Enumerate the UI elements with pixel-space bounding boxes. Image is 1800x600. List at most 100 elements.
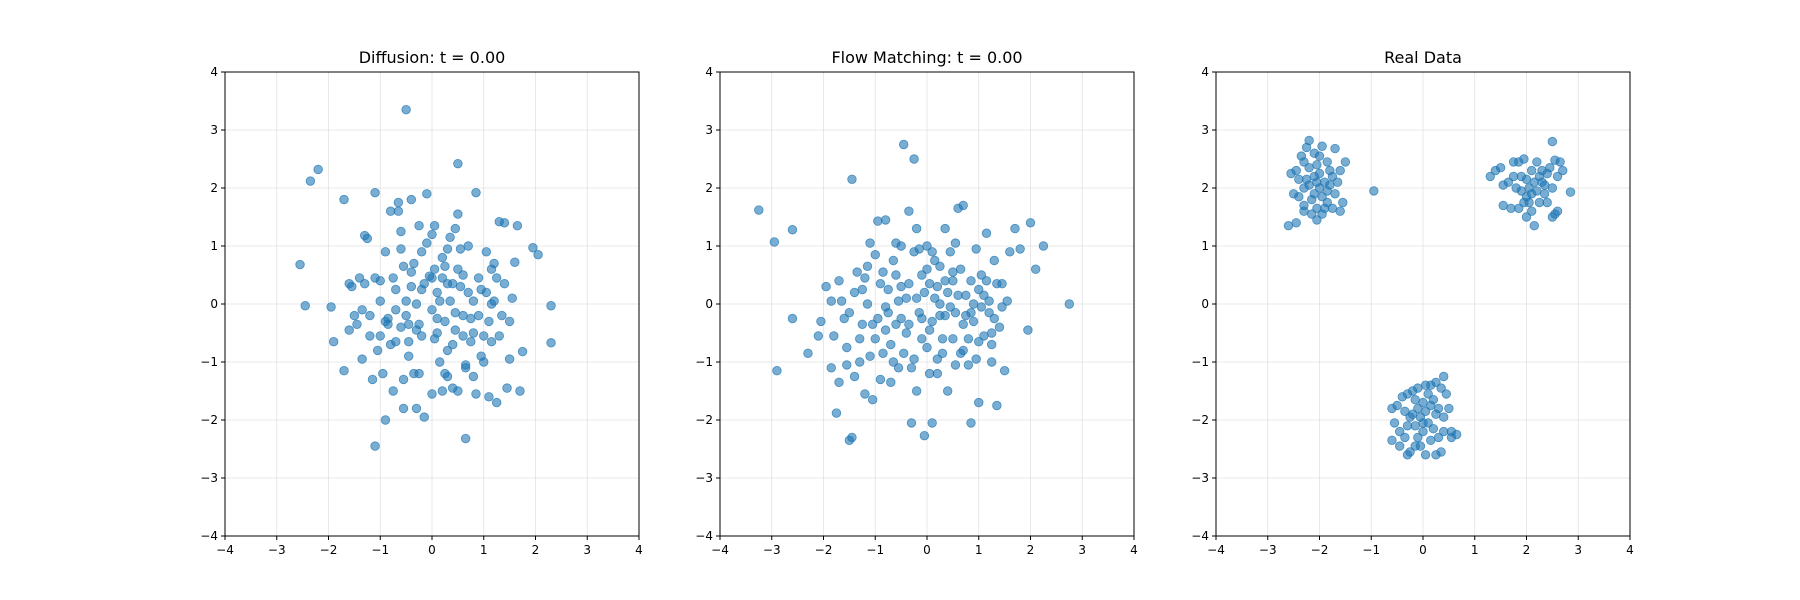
scatter-point (398, 374, 409, 385)
scatter-point (940, 223, 950, 234)
scatter-point (437, 273, 448, 283)
scatter-point (427, 273, 437, 283)
scatter-point (855, 357, 865, 367)
scatter-point (1296, 151, 1307, 161)
y-tick-label: 4 (705, 65, 713, 79)
scatter-point (813, 331, 824, 341)
scatter-point (352, 319, 362, 330)
scatter-point (1516, 171, 1527, 182)
scatter-point (831, 408, 842, 418)
scatter-point (354, 273, 365, 283)
scatter-point (416, 247, 427, 257)
scatter-point (1395, 426, 1405, 437)
scatter-point (546, 338, 556, 348)
scatter-point (510, 257, 520, 267)
scatter-point (888, 255, 899, 266)
scatter-point (976, 270, 987, 280)
panel-flow-matching: −4 −3 −2 −1 0 1 2 3 4 −4 −3 −2 −1 0 1 2 3 4 Flow Matchin… (695, 48, 1138, 557)
scatter-point (1490, 165, 1501, 176)
scatter-point (873, 313, 883, 324)
scatter-point (909, 154, 919, 164)
scatter-point (948, 276, 958, 286)
scatter-point (406, 281, 417, 292)
scatter-point (1410, 395, 1420, 405)
scatter-point (862, 261, 873, 272)
scatter-point (414, 368, 424, 379)
scatter-point (1387, 403, 1397, 414)
y-tick-label: 0 (1201, 297, 1209, 311)
scatter-point (847, 174, 857, 185)
scatter-point (880, 302, 891, 312)
panel-real-data: −4 −3 −2 −1 0 1 2 3 4 −4 −3 −2 −1 0 1 2 3 4 Real Data (1191, 48, 1634, 557)
scatter-point (1426, 435, 1436, 446)
scatter-point (1410, 421, 1420, 431)
scatter-point (1438, 371, 1449, 382)
scatter-point (1526, 189, 1537, 199)
y-tick-label: −2 (695, 413, 713, 427)
scatter-point (385, 339, 396, 350)
scatter-point (1317, 191, 1327, 202)
scatter-point (494, 331, 504, 341)
scatter-point (429, 220, 440, 231)
scatter-point (1369, 186, 1379, 196)
scatter-point (414, 220, 424, 231)
scatter-point (360, 278, 370, 289)
scatter-point (937, 348, 948, 359)
x-tick-label: −4 (216, 543, 234, 557)
y-tick-label: 4 (1201, 65, 1209, 79)
scatter-point (1325, 180, 1335, 190)
scatter-points (295, 105, 556, 451)
scatter-point (504, 316, 515, 327)
scatter-point (878, 267, 888, 277)
scatter-point (440, 261, 450, 272)
scatter-point (370, 187, 380, 198)
scatter-point (984, 296, 994, 306)
scatter-point (447, 383, 458, 393)
scatter-point (491, 273, 502, 283)
scatter-point (1301, 142, 1312, 153)
scatter-point (365, 331, 375, 341)
scatter-point (479, 357, 489, 367)
scatter-point (816, 316, 826, 327)
scatter-point (458, 331, 468, 341)
scatter-points (754, 139, 1075, 446)
scatter-point (391, 284, 401, 295)
scatter-point (826, 296, 836, 306)
scatter-point (1288, 189, 1299, 199)
scatter-point (992, 400, 1002, 411)
scatter-point (945, 302, 955, 312)
grid (1215, 71, 1631, 537)
scatter-point (401, 296, 411, 306)
scatter-point (427, 389, 437, 399)
scatter-point (466, 337, 476, 347)
scatter-point (875, 278, 886, 289)
scatter-point (958, 345, 968, 356)
scatter-point (1521, 212, 1532, 222)
panel-diffusion: −4 −3 −2 −1 0 1 2 3 4 −4 −3 −2 −1 0 1 2 3 4 Diffusion: t… (200, 48, 643, 557)
scatter-point (930, 255, 940, 266)
x-tick-label: −4 (1207, 543, 1225, 557)
scatter-point (546, 301, 556, 311)
scatter-point (437, 252, 448, 263)
scatter-point (1431, 409, 1441, 419)
scatter-point (966, 418, 976, 428)
scatter-point (484, 316, 494, 327)
scatter-point (927, 316, 937, 327)
scatter-point (803, 348, 813, 359)
y-axis: −4 −3 −2 −1 0 1 2 3 4 (695, 65, 720, 543)
scatter-point (994, 322, 1005, 332)
scatter-point (883, 284, 893, 295)
scatter-point (401, 310, 411, 321)
scatter-point (458, 270, 468, 280)
scatter-point (896, 241, 906, 251)
scatter-point (899, 348, 909, 359)
scatter-point (891, 270, 901, 280)
scatter-point (380, 247, 391, 257)
scatter-point (1402, 421, 1413, 431)
scatter-point (1539, 189, 1550, 199)
scatter-point (932, 368, 943, 379)
scatter-point (899, 139, 909, 150)
x-tick-label: −3 (763, 543, 781, 557)
scatter-point (1413, 432, 1423, 443)
